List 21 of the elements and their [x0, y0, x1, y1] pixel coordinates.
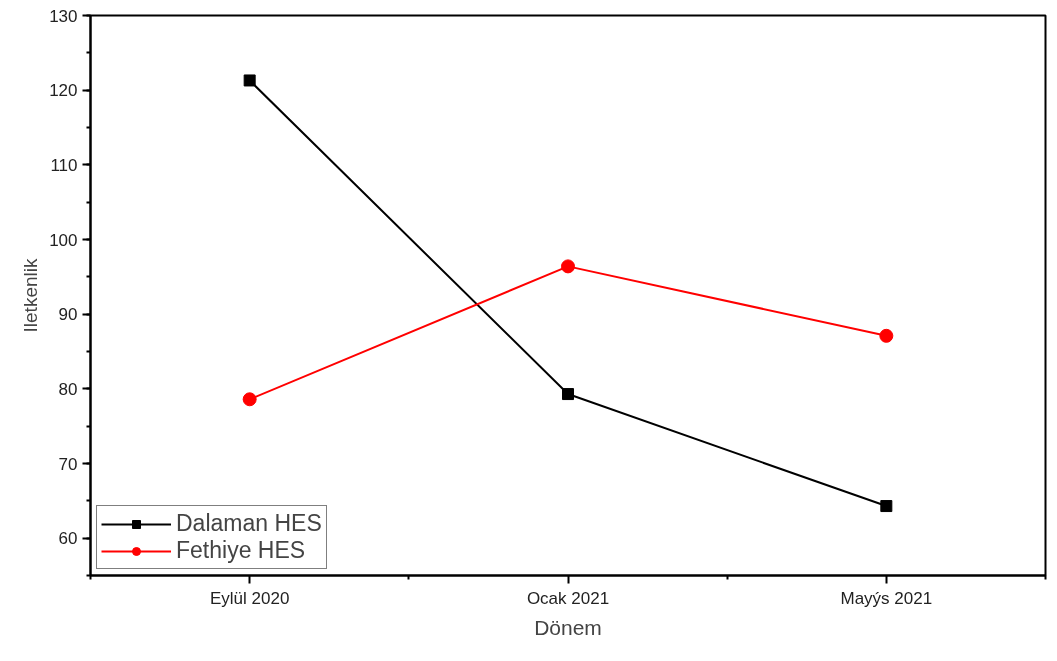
- y-tick-label: 100: [49, 230, 78, 250]
- y-tick-label: 80: [58, 379, 78, 399]
- point: [561, 259, 575, 274]
- legend-label: Fethiye HES: [176, 537, 306, 564]
- y-axis-title: Iletkenlik: [20, 258, 42, 333]
- point: [879, 328, 894, 343]
- y-tick-label: 120: [49, 81, 78, 101]
- y-tick-label: 60: [58, 529, 78, 549]
- point: [562, 388, 574, 401]
- x-axis-title: Dönem: [534, 615, 602, 639]
- x-tick-label: Eylül 2020: [209, 588, 290, 608]
- legend-label: Dalaman HES: [176, 510, 322, 537]
- x-tick-label: Ocak 2021: [526, 588, 610, 608]
- y-tick-label: 110: [50, 155, 78, 175]
- x-tick-label: Mayýs 2021: [840, 588, 933, 608]
- y-tick-label: 90: [58, 305, 78, 325]
- y-tick-label: 70: [58, 454, 78, 474]
- point: [880, 500, 893, 513]
- y-tick-label: 130: [49, 6, 78, 26]
- point: [242, 392, 257, 407]
- point: [243, 74, 256, 87]
